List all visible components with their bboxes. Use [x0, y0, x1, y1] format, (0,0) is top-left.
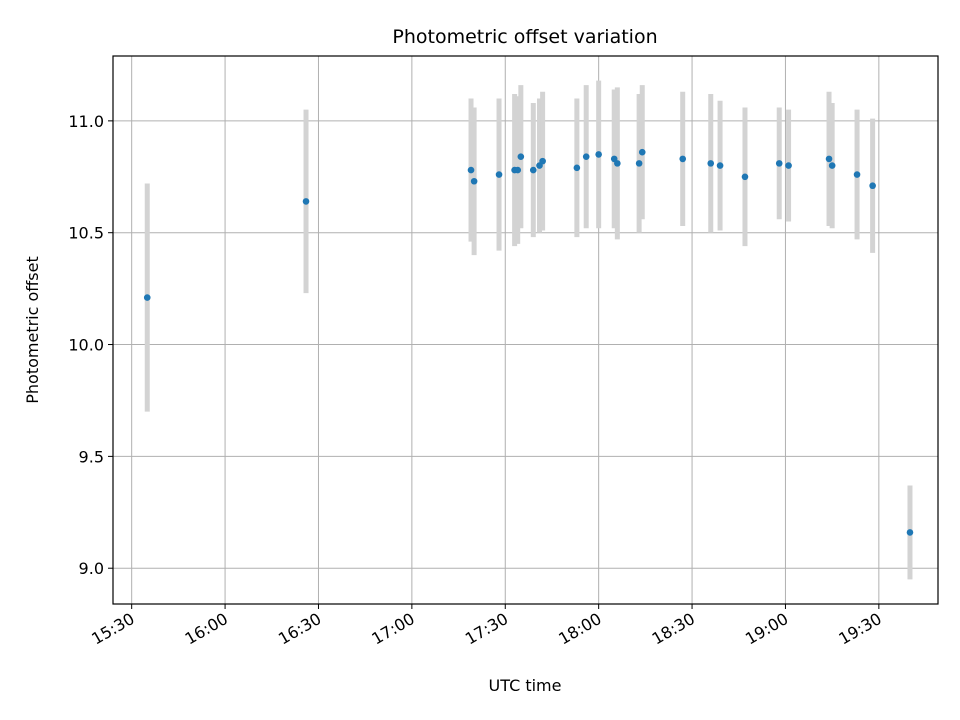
- data-point: [638, 148, 646, 156]
- data-point: [785, 162, 792, 169]
- plot-area: [112, 55, 939, 605]
- y-tick-label: 9.5: [79, 447, 104, 466]
- data-point: [517, 153, 525, 160]
- data-point: [470, 177, 478, 185]
- data-point: [582, 153, 590, 160]
- data-point: [495, 171, 503, 178]
- y-axis-label: Photometric offset: [23, 256, 42, 404]
- data-point: [302, 198, 310, 205]
- data-point: [143, 294, 151, 301]
- data-point: [573, 164, 581, 172]
- data-point: [514, 166, 522, 174]
- data-point: [539, 157, 546, 165]
- y-tick-label: 9.0: [79, 559, 104, 578]
- chart-title: Photometric offset variation: [392, 26, 657, 48]
- y-tick-label: 10.0: [68, 336, 104, 355]
- data-point: [906, 529, 914, 536]
- data-point: [775, 160, 783, 167]
- y-tick-label: 10.5: [68, 224, 104, 243]
- data-point: [595, 151, 602, 158]
- data-point: [467, 166, 475, 174]
- x-axis-label: UTC time: [489, 676, 562, 695]
- y-tick-label: 11.0: [68, 112, 104, 131]
- data-point: [679, 155, 687, 163]
- data-point: [707, 160, 715, 167]
- data-point: [828, 162, 836, 169]
- data-point: [825, 155, 833, 163]
- data-point: [635, 160, 643, 167]
- data-point: [869, 182, 876, 190]
- y-axis: 9.0 9.5 10.0 10.5 11.0: [68, 112, 113, 578]
- data-point: [741, 173, 749, 181]
- data-point: [529, 166, 537, 174]
- data-points: [143, 148, 914, 536]
- plot-frame: [112, 55, 939, 605]
- data-point: [614, 160, 621, 167]
- data-point: [716, 162, 724, 169]
- data-point: [853, 171, 861, 178]
